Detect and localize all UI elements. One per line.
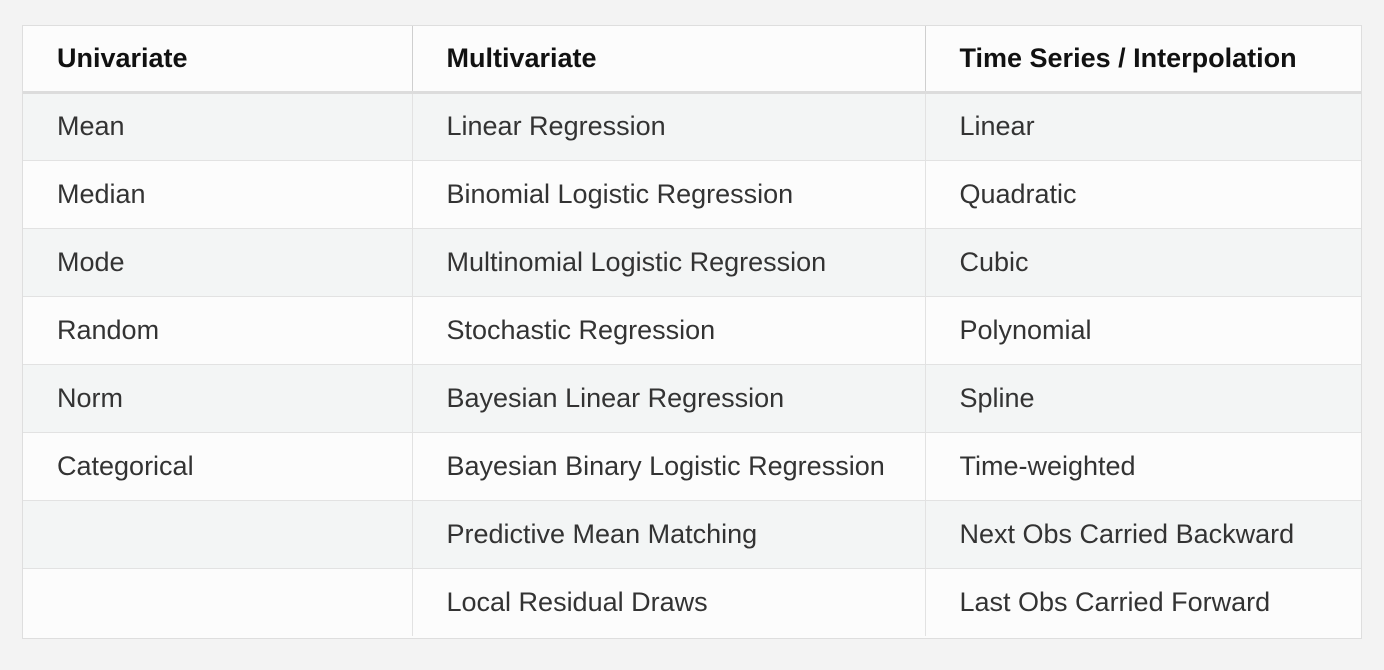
table-row: Mode Multinomial Logistic Regression Cub… — [23, 227, 1361, 296]
table-cell: Median — [23, 159, 412, 228]
table-cell — [23, 567, 412, 636]
table-cell: Quadratic — [924, 159, 1361, 228]
table-cell: Binomial Logistic Regression — [411, 159, 925, 228]
table-row: Median Binomial Logistic Regression Quad… — [23, 159, 1361, 228]
table-cell: Mean — [23, 92, 412, 160]
table-cell: Stochastic Regression — [411, 295, 925, 364]
table-cell: Mode — [23, 227, 412, 296]
table-cell: Polynomial — [924, 295, 1361, 364]
table-cell: Predictive Mean Matching — [411, 499, 925, 568]
table-cell: Spline — [924, 363, 1361, 432]
imputation-methods-table-panel: Univariate Multivariate Time Series / In… — [22, 25, 1362, 639]
table-cell: Random — [23, 295, 412, 364]
table-cell: Categorical — [23, 431, 412, 500]
imputation-methods-table: Univariate Multivariate Time Series / In… — [23, 26, 1361, 636]
table-row: Norm Bayesian Linear Regression Spline — [23, 363, 1361, 432]
table-cell: Last Obs Carried Forward — [924, 567, 1361, 636]
table-cell: Next Obs Carried Backward — [924, 499, 1361, 568]
table-cell: Cubic — [924, 227, 1361, 296]
table-row: Mean Linear Regression Linear — [23, 92, 1361, 160]
table-cell: Norm — [23, 363, 412, 432]
table-cell: Multinomial Logistic Regression — [411, 227, 925, 296]
table-row: Predictive Mean Matching Next Obs Carrie… — [23, 499, 1361, 568]
table-cell: Linear Regression — [411, 92, 925, 160]
column-header-multivariate: Multivariate — [411, 26, 925, 94]
column-header-time-series: Time Series / Interpolation — [924, 26, 1361, 94]
table-header-row: Univariate Multivariate Time Series / In… — [23, 26, 1361, 94]
table-row: Local Residual Draws Last Obs Carried Fo… — [23, 567, 1361, 636]
table-cell: Time-weighted — [924, 431, 1361, 500]
table-cell: Linear — [924, 92, 1361, 160]
table-row: Random Stochastic Regression Polynomial — [23, 295, 1361, 364]
table-cell: Bayesian Linear Regression — [411, 363, 925, 432]
table-row: Categorical Bayesian Binary Logistic Reg… — [23, 431, 1361, 500]
column-header-univariate: Univariate — [23, 26, 412, 94]
table-cell — [23, 499, 412, 568]
table-cell: Local Residual Draws — [411, 567, 925, 636]
table-cell: Bayesian Binary Logistic Regression — [411, 431, 925, 500]
